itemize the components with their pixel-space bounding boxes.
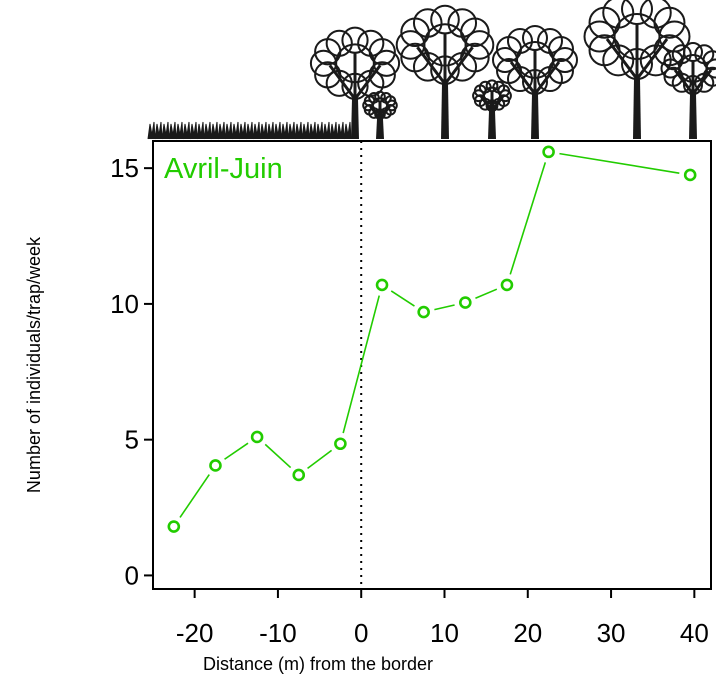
tree-silhouette — [492, 25, 578, 139]
x-tick-label: 30 — [597, 618, 626, 648]
data-point — [683, 168, 697, 182]
x-tick-label: 10 — [430, 618, 459, 648]
y-tick-label: 5 — [125, 425, 139, 455]
axes: -20 -10 0 10 20 30 40 0 5 10 15 — [110, 153, 709, 648]
y-axis-title: Number of individuals/trap/week — [24, 236, 44, 493]
grass-silhouette — [147, 121, 352, 140]
series-line-segment — [559, 152, 680, 174]
data-point — [542, 145, 555, 159]
tree-silhouette — [472, 79, 512, 139]
x-tick-label: -10 — [259, 618, 297, 648]
series-line-segment — [475, 288, 498, 299]
y-tick-label: 10 — [110, 289, 139, 319]
y-tick-label: 0 — [125, 560, 139, 590]
data-point — [334, 437, 347, 451]
series-line-segment — [264, 443, 292, 469]
x-tick-label: -20 — [176, 618, 214, 648]
vegetation-illustration — [147, 0, 716, 140]
data-point — [209, 459, 222, 472]
series-line-segment — [509, 162, 547, 275]
x-axis-title: Distance (m) from the border — [203, 654, 433, 674]
series-line-segment — [390, 290, 415, 307]
series-line-segment — [307, 449, 333, 470]
series-layer — [167, 145, 697, 533]
x-tick-label: 40 — [680, 618, 709, 648]
y-tick-label: 15 — [110, 153, 139, 183]
data-point — [500, 278, 514, 292]
panel-label: Avril-Juin — [164, 153, 283, 185]
tree-silhouette — [362, 90, 398, 139]
series-line-segment — [342, 295, 381, 434]
plot-frame — [152, 140, 712, 590]
series-line-segment — [179, 474, 210, 518]
data-point — [292, 468, 306, 482]
series-line-segment — [434, 304, 455, 311]
x-tick-label: 0 — [354, 618, 368, 648]
data-point — [250, 430, 264, 444]
data-point — [459, 296, 472, 309]
tree-silhouette — [583, 0, 691, 139]
data-point — [375, 278, 389, 292]
tree-silhouette — [309, 26, 401, 139]
data-point — [417, 305, 430, 319]
data-point — [167, 520, 181, 533]
x-tick-label: 20 — [513, 618, 542, 648]
tree-silhouette — [395, 4, 495, 139]
series-line-segment — [224, 442, 249, 460]
